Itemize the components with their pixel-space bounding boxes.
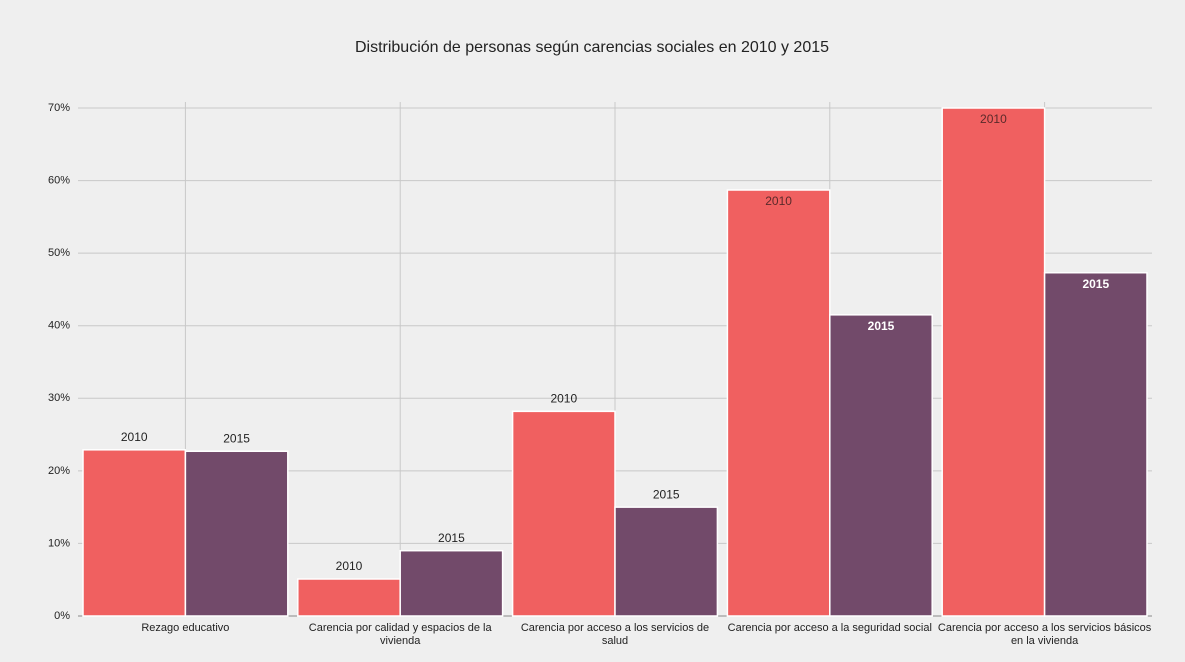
y-tick-label: 30% (48, 392, 70, 404)
bar-label: 2010 (550, 392, 577, 406)
bar (829, 314, 933, 617)
bar-label: 2015 (1082, 277, 1109, 291)
x-tick-label-box: Rezago educativo (141, 622, 230, 634)
y-tick-label: 40% (48, 320, 70, 332)
x-tick-label-box: Carencia por acceso a los servicios bási… (937, 622, 1152, 647)
x-tick-label: Carencia por acceso a la seguridad socia… (727, 622, 932, 634)
x-tick-label: Carencia por acceso a los servicios de s… (520, 622, 710, 647)
x-tick-label-box: Carencia por acceso a los servicios de s… (520, 622, 710, 647)
bar-label: 2010 (121, 430, 148, 444)
y-tick-label: 0% (54, 610, 70, 622)
x-tick-label: Rezago educativo (141, 622, 230, 634)
bar (1043, 271, 1148, 617)
y-tick-label: 10% (48, 537, 70, 549)
y-tick-label: 20% (48, 465, 70, 477)
bar-label: 2015 (223, 431, 250, 445)
bar (511, 410, 616, 617)
y-tick-label: 50% (48, 247, 70, 259)
bar-label: 2015 (868, 319, 895, 333)
x-tick-label: Carencia por calidad y espacios de la vi… (308, 622, 492, 647)
x-tick-label: Carencia por acceso a los servicios bási… (937, 622, 1152, 647)
bar-label: 2010 (336, 559, 363, 573)
bar (297, 578, 401, 617)
y-tick-label: 60% (48, 174, 70, 186)
bar (82, 449, 187, 617)
bar (726, 189, 831, 617)
x-tick-label-box: Carencia por acceso a la seguridad socia… (727, 622, 932, 634)
bar-label: 2015 (438, 531, 465, 545)
bar (614, 506, 719, 617)
bar-label: 2015 (653, 487, 680, 501)
bar-label: 2010 (980, 112, 1007, 126)
chart-title: Distribución de personas según carencias… (355, 39, 829, 56)
y-tick-label: 70% (48, 102, 70, 114)
x-tick-label-box: Carencia por calidad y espacios de la vi… (308, 622, 492, 647)
bar-label: 2010 (765, 194, 792, 208)
bar (399, 549, 504, 617)
bar (941, 107, 1046, 617)
bar (184, 450, 289, 617)
